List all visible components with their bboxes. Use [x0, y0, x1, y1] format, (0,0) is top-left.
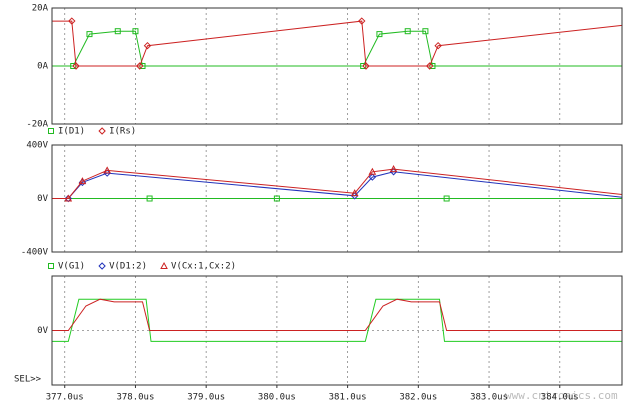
marker — [114, 28, 121, 35]
marker — [358, 17, 366, 25]
marker — [103, 166, 112, 174]
marker — [368, 173, 377, 181]
x-tick-label: 384.0us — [541, 393, 579, 403]
watermark: www.cntronics.com — [505, 389, 618, 402]
marker — [146, 195, 153, 202]
marker — [434, 41, 442, 50]
marker — [48, 128, 54, 134]
marker — [135, 62, 144, 70]
selector-label: SEL>> — [14, 375, 42, 385]
y-tick-label: 0V — [37, 326, 48, 336]
marker — [78, 177, 87, 185]
marker — [64, 194, 73, 202]
trace — [52, 30, 622, 67]
y-tick-label: 400V — [26, 141, 48, 151]
legend-label: I(D1) — [58, 127, 85, 137]
marker — [48, 263, 54, 269]
y-tick-label: 20A — [32, 4, 49, 14]
y-tick-label: -20A — [26, 120, 48, 130]
marker — [443, 195, 450, 202]
plot-frame — [51, 144, 623, 253]
trace — [52, 298, 622, 331]
x-tick-label: 379.0us — [187, 393, 225, 403]
marker — [350, 189, 359, 197]
marker — [273, 195, 280, 202]
marker — [422, 28, 429, 35]
marker — [376, 31, 383, 38]
marker — [368, 167, 377, 175]
marker — [404, 28, 411, 35]
y-tick-label: -400V — [21, 248, 49, 258]
legend-label: V(D1:2) — [109, 262, 147, 272]
x-tick-label: 383.0us — [470, 393, 508, 403]
y-tick-label: 0A — [37, 62, 48, 72]
marker — [132, 28, 139, 35]
y-tick-label: 0V — [37, 194, 48, 204]
trace — [52, 298, 622, 342]
marker — [68, 17, 76, 25]
legend-label: I(Rs) — [109, 127, 136, 137]
marker — [98, 262, 106, 270]
marker — [143, 41, 152, 50]
marker — [72, 62, 80, 70]
marker — [425, 62, 434, 70]
x-tick-label: 380.0us — [258, 393, 296, 403]
legend-label: V(G1) — [58, 262, 85, 272]
plot-frame — [51, 7, 623, 125]
x-tick-label: 377.0us — [46, 393, 84, 403]
legend-label: V(Cx:1,Cx:2) — [171, 262, 236, 272]
x-tick-label: 381.0us — [329, 393, 367, 403]
trace — [52, 20, 623, 67]
marker — [389, 165, 398, 173]
trace — [52, 168, 623, 199]
marker — [86, 31, 93, 38]
x-tick-label: 382.0us — [399, 393, 437, 403]
marker — [98, 127, 106, 135]
x-tick-label: 378.0us — [116, 393, 154, 403]
marker — [160, 261, 168, 269]
plot-frame — [51, 275, 623, 386]
marker — [362, 62, 370, 70]
